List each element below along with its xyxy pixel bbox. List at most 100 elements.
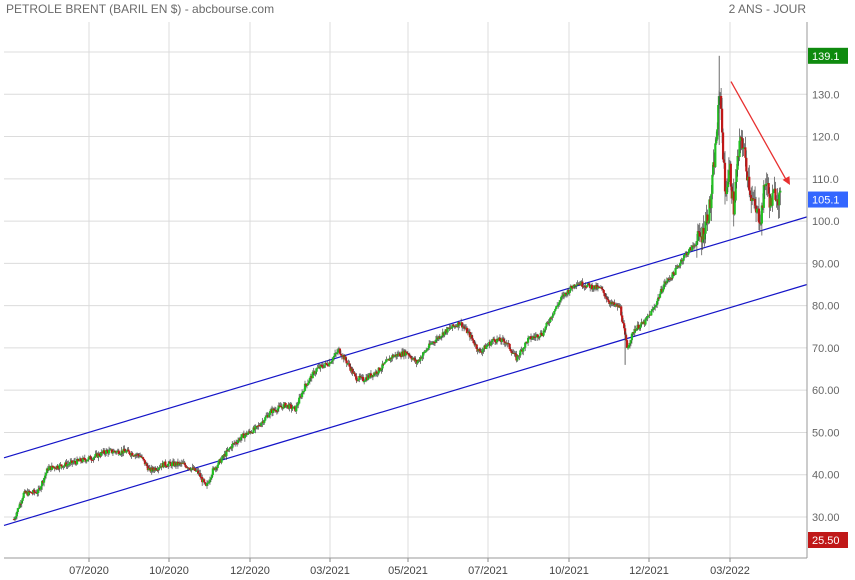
candle-body: [28, 490, 31, 493]
candle-body: [203, 482, 207, 484]
candle-body: [53, 467, 56, 469]
y-tick-label: 50.00: [812, 427, 840, 439]
y-tick-label: 120.0: [812, 132, 840, 144]
candle-body: [554, 309, 557, 311]
candle-body: [545, 322, 548, 327]
candle-body: [285, 405, 288, 408]
candle-body: [384, 361, 387, 363]
candle-body: [154, 467, 157, 471]
candle-body: [698, 232, 701, 237]
candle-body: [247, 431, 250, 434]
candle-body: [389, 357, 392, 361]
candle-body: [115, 451, 118, 453]
candle-body: [14, 516, 18, 518]
x-tick-label: 12/2021: [629, 565, 669, 577]
candle-body: [478, 348, 481, 351]
candle-body: [652, 308, 655, 310]
candle-body: [421, 355, 424, 359]
candle-body: [755, 208, 759, 213]
candle-body: [473, 343, 476, 346]
candle-body: [393, 355, 396, 358]
candle-body: [433, 342, 437, 344]
candle-body: [665, 281, 668, 284]
candle-body: [165, 465, 168, 467]
price-badge-high-label: 139.1: [812, 51, 840, 63]
channel-upper-line: [3, 216, 808, 459]
candle-body: [51, 465, 54, 468]
candle-body: [620, 306, 623, 316]
candle-body: [748, 176, 751, 191]
candle-body: [638, 327, 641, 329]
candle-body: [107, 450, 111, 454]
candle-body: [519, 350, 522, 356]
candle-body: [759, 223, 762, 225]
candle-body: [740, 137, 743, 139]
candle-body: [482, 348, 485, 351]
candle-body: [742, 147, 745, 149]
candle-body: [502, 339, 505, 342]
candle-body: [760, 205, 763, 224]
candle-body: [733, 200, 736, 215]
candle-body: [491, 340, 494, 343]
candle-body: [56, 465, 59, 469]
candle-body: [197, 470, 200, 474]
candle-body: [459, 323, 462, 326]
candle-body: [682, 258, 685, 262]
y-tick-label: 80.00: [812, 301, 840, 313]
candle-body: [541, 335, 544, 337]
candle-body: [529, 336, 533, 340]
candle-body: [145, 463, 148, 467]
candle-body: [210, 474, 213, 478]
candle-body: [762, 185, 765, 208]
y-tick-label: 30.00: [812, 512, 840, 524]
candle-body: [542, 330, 545, 336]
candle-body: [378, 367, 381, 371]
candle-body: [239, 437, 243, 441]
candle-body: [194, 468, 197, 472]
candle-body: [703, 233, 706, 240]
candle-body: [217, 460, 220, 465]
candle-body: [710, 193, 713, 209]
candle-body: [36, 493, 39, 495]
candle-body: [736, 155, 739, 170]
candle-body: [33, 489, 36, 493]
candle-body: [462, 326, 466, 328]
candle-body: [443, 331, 446, 336]
candle-body: [71, 460, 74, 464]
candle-body: [637, 324, 640, 329]
candle-body: [635, 328, 638, 331]
candle-body: [279, 405, 282, 408]
candle-body: [60, 464, 63, 467]
candle-body: [137, 453, 140, 456]
candle-body: [670, 278, 673, 280]
candle-body: [282, 404, 285, 409]
candle-body: [735, 169, 738, 182]
grid: [4, 22, 807, 558]
candle-body: [486, 345, 489, 347]
candle-body: [328, 362, 331, 366]
candle-body: [694, 245, 698, 247]
candle-body: [778, 192, 781, 206]
candle-body: [714, 143, 717, 167]
candle-body: [470, 334, 473, 339]
x-tick-label: 12/2020: [230, 565, 270, 577]
candle-body: [458, 322, 461, 326]
candle-body: [31, 492, 34, 494]
candle-body: [89, 456, 92, 460]
candle-body: [304, 383, 308, 385]
candle-body: [424, 351, 427, 353]
candle-body: [69, 461, 72, 465]
candle-body: [298, 397, 301, 404]
candle-body: [653, 307, 656, 309]
candle-body: [672, 272, 675, 274]
candle-body: [12, 519, 16, 521]
candle-body: [406, 353, 409, 355]
candle-body: [45, 468, 49, 474]
candle-body: [356, 380, 359, 382]
candle-body: [419, 357, 422, 361]
candle-body: [602, 289, 605, 294]
channel-lower-line: [3, 283, 808, 527]
candle-body: [91, 459, 94, 461]
candle-body: [687, 252, 690, 256]
candle-body: [715, 139, 718, 144]
